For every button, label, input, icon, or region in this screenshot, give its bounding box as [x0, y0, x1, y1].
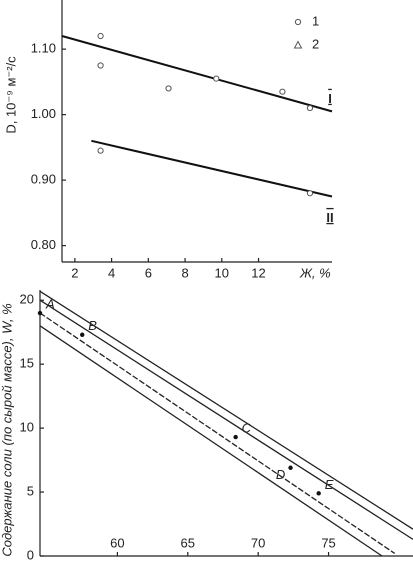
- y-tick-label: 5: [27, 483, 34, 498]
- x-tick-label: 65: [181, 535, 195, 550]
- trend-line: [39, 312, 396, 554]
- data-point: [306, 190, 314, 197]
- data-point: [213, 75, 220, 82]
- data-point: [306, 104, 314, 112]
- data-point: [97, 32, 104, 40]
- y-tick-label: 20: [20, 292, 34, 307]
- data-point: [316, 491, 321, 496]
- y-tick-label: 1.10: [31, 41, 56, 56]
- x-tick-label: 4: [108, 265, 115, 280]
- legend-marker: [293, 40, 303, 49]
- y-tick-label: 0.80: [31, 237, 56, 252]
- fit-line: [91, 139, 333, 198]
- legend-marker: [294, 18, 302, 26]
- point-label: B: [88, 318, 97, 333]
- y-tick-label: 0: [27, 547, 34, 562]
- x-tick-label: 60: [110, 535, 124, 550]
- y-axis-label: Содержание соли (по сырой массе), W, %: [0, 303, 14, 556]
- trend-line: [39, 325, 383, 557]
- legend-label: 2: [312, 36, 319, 51]
- point-label: C: [242, 421, 252, 436]
- data-point: [165, 85, 172, 92]
- x-tick-label: 70: [251, 535, 265, 550]
- data-point: [80, 332, 85, 337]
- point-label: E: [325, 477, 334, 492]
- y-axis-label: D, 10⁻⁹ м⁻²/с: [3, 56, 18, 134]
- y-tick-label: 0.90: [31, 172, 56, 187]
- x-tick-label: 2: [71, 265, 78, 280]
- x-tick-label: 10: [215, 265, 229, 280]
- x-tick-label: 75: [321, 535, 335, 550]
- point-label: D: [276, 467, 285, 482]
- trend-line: [39, 299, 413, 540]
- fit-line: [61, 35, 333, 113]
- fit-line-label: I: [328, 91, 332, 106]
- y-tick-label: 10: [20, 420, 34, 435]
- x-axis-label: Ж, %: [299, 265, 331, 280]
- x-tick-label: 8: [181, 265, 188, 280]
- legend-label: 1: [312, 13, 319, 28]
- data-point: [37, 310, 43, 316]
- fit-line-label: II: [326, 210, 333, 225]
- data-point: [97, 62, 104, 69]
- point-label: A: [45, 296, 55, 311]
- y-tick-label: 15: [20, 356, 34, 371]
- x-tick-label: 6: [145, 265, 152, 280]
- trend-line: [39, 290, 413, 530]
- data-point: [97, 147, 104, 154]
- data-point: [279, 88, 286, 95]
- data-point: [288, 465, 293, 470]
- data-point: [233, 434, 238, 440]
- y-tick-label: 1.00: [31, 106, 56, 121]
- x-tick-label: 12: [251, 265, 265, 280]
